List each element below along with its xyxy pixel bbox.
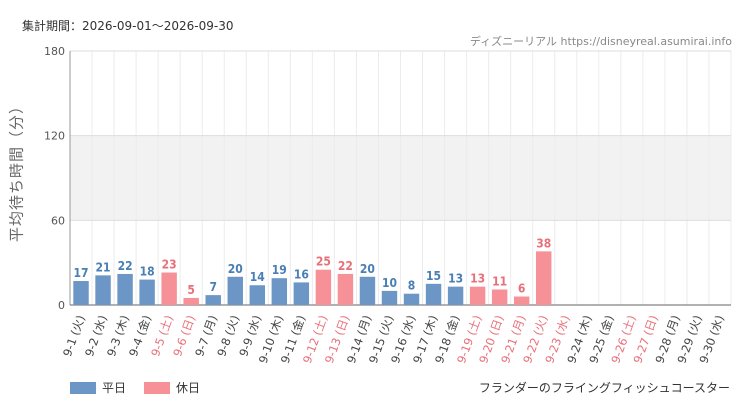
data-label: 7 [209, 280, 217, 294]
bar [359, 276, 376, 305]
bar [315, 269, 332, 305]
bar [95, 275, 111, 305]
bar [447, 286, 464, 305]
y-tick-label: 120 [44, 130, 65, 143]
bar [205, 295, 221, 305]
data-label: 22 [118, 259, 133, 273]
source-label: ディズニーリアル https://disneyreal.asumirai.inf… [469, 35, 732, 48]
period-label: 集計期間：2026-09-01〜2026-09-30 [22, 19, 234, 33]
bar [469, 286, 486, 305]
bar [381, 290, 398, 305]
data-label: 13 [448, 272, 463, 286]
legend-swatch-weekday [70, 381, 96, 394]
y-tick-label: 180 [44, 45, 65, 58]
bar [513, 296, 530, 305]
data-label: 10 [382, 276, 397, 290]
legend-label-weekday: 平日 [102, 381, 127, 395]
legend: 平日 休日 [70, 379, 218, 396]
bar [403, 293, 420, 305]
data-label: 13 [470, 272, 485, 286]
data-label: 8 [408, 279, 416, 293]
data-label: 15 [426, 269, 441, 283]
bar [139, 279, 155, 305]
bar [271, 278, 288, 305]
data-label: 23 [162, 258, 177, 272]
data-label: 38 [536, 236, 551, 250]
bar [536, 251, 552, 305]
legend-swatch-holiday [144, 381, 171, 394]
data-label: 16 [294, 267, 309, 281]
bar [117, 273, 133, 305]
data-label: 18 [140, 265, 155, 279]
attraction-name: フランダーのフライングフィッシュコースター [478, 381, 730, 395]
bar [73, 281, 89, 305]
bar [227, 276, 243, 305]
legend-item-weekday: 平日 [70, 379, 126, 396]
data-label: 5 [187, 283, 195, 297]
data-label: 22 [338, 259, 353, 273]
data-label: 14 [250, 270, 266, 284]
bar [161, 272, 177, 305]
data-label: 21 [96, 260, 111, 274]
data-label: 11 [492, 274, 507, 288]
data-label: 17 [74, 266, 89, 280]
data-label: 19 [272, 263, 287, 277]
data-label: 6 [518, 282, 526, 296]
bar [425, 283, 442, 305]
legend-item-holiday: 休日 [144, 379, 200, 396]
y-tick-label: 60 [51, 214, 65, 227]
bar [491, 289, 508, 305]
bar [183, 297, 199, 305]
legend-label-holiday: 休日 [176, 381, 201, 395]
y-tick-label: 0 [58, 299, 65, 312]
bar [249, 285, 265, 305]
bar [337, 273, 354, 305]
data-label: 25 [316, 255, 331, 269]
data-label: 20 [228, 262, 243, 276]
bar [293, 282, 310, 305]
data-label: 20 [360, 262, 375, 276]
